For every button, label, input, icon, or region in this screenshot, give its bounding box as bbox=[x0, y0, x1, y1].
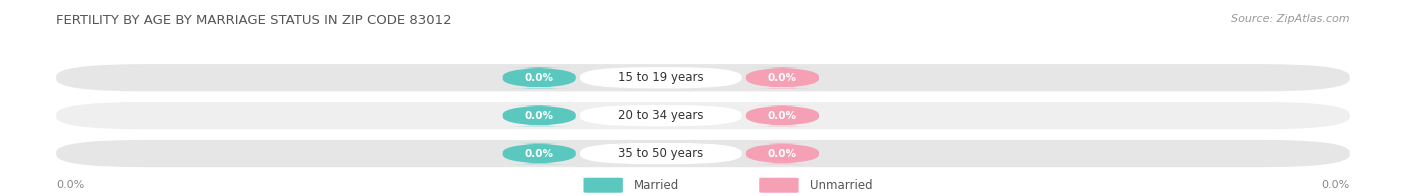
Text: 0.0%: 0.0% bbox=[524, 111, 554, 121]
Text: Married: Married bbox=[634, 179, 679, 192]
FancyBboxPatch shape bbox=[56, 102, 1350, 129]
FancyBboxPatch shape bbox=[503, 143, 576, 164]
Text: 0.0%: 0.0% bbox=[768, 73, 797, 83]
FancyBboxPatch shape bbox=[745, 143, 818, 164]
Text: 35 to 50 years: 35 to 50 years bbox=[619, 147, 703, 160]
Text: Unmarried: Unmarried bbox=[810, 179, 873, 192]
FancyBboxPatch shape bbox=[745, 67, 818, 88]
Text: 20 to 34 years: 20 to 34 years bbox=[619, 109, 703, 122]
FancyBboxPatch shape bbox=[745, 105, 818, 126]
FancyBboxPatch shape bbox=[581, 67, 742, 88]
Text: 0.0%: 0.0% bbox=[1322, 180, 1350, 190]
Text: Source: ZipAtlas.com: Source: ZipAtlas.com bbox=[1232, 14, 1350, 24]
Text: 0.0%: 0.0% bbox=[768, 111, 797, 121]
FancyBboxPatch shape bbox=[56, 64, 1350, 91]
FancyBboxPatch shape bbox=[503, 105, 576, 126]
FancyBboxPatch shape bbox=[581, 143, 742, 164]
FancyBboxPatch shape bbox=[583, 178, 623, 193]
Text: FERTILITY BY AGE BY MARRIAGE STATUS IN ZIP CODE 83012: FERTILITY BY AGE BY MARRIAGE STATUS IN Z… bbox=[56, 14, 451, 27]
FancyBboxPatch shape bbox=[503, 67, 576, 88]
Text: 15 to 19 years: 15 to 19 years bbox=[619, 71, 703, 84]
Text: 0.0%: 0.0% bbox=[768, 149, 797, 159]
FancyBboxPatch shape bbox=[581, 105, 742, 126]
FancyBboxPatch shape bbox=[759, 178, 799, 193]
Text: 0.0%: 0.0% bbox=[56, 180, 84, 190]
Text: 0.0%: 0.0% bbox=[524, 73, 554, 83]
FancyBboxPatch shape bbox=[56, 140, 1350, 167]
Text: 0.0%: 0.0% bbox=[524, 149, 554, 159]
